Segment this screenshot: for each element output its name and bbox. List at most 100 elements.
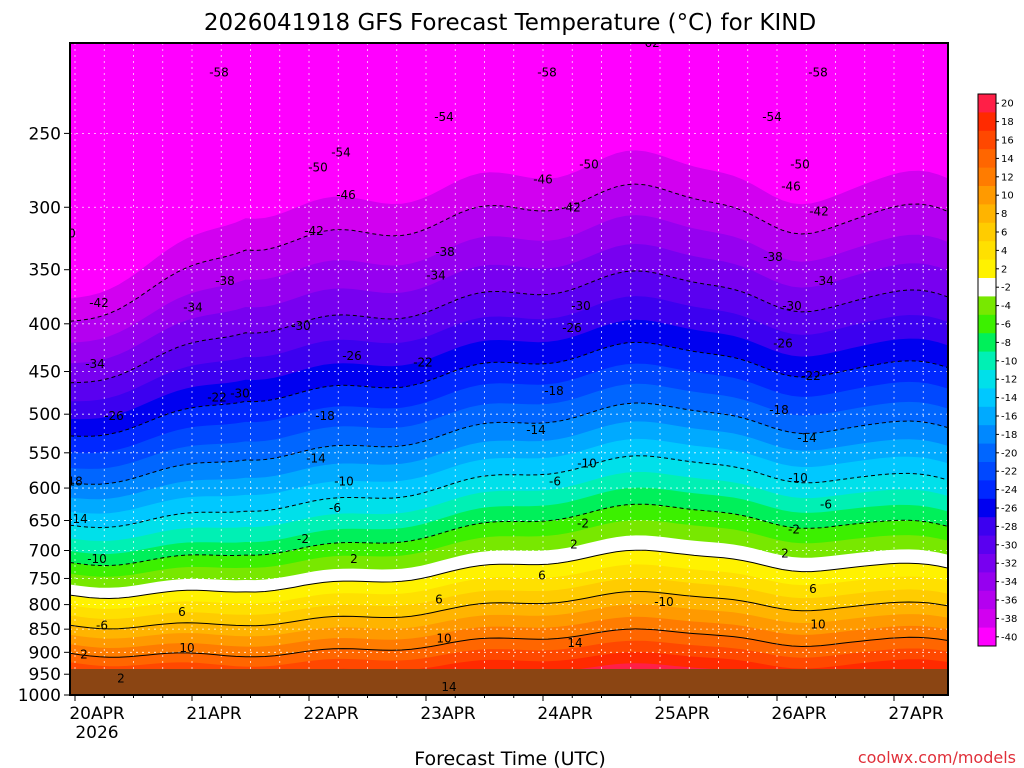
colorbar-swatch xyxy=(978,112,996,132)
contour-label: -6 xyxy=(96,618,108,632)
colorbar-label: -40 xyxy=(1001,632,1017,643)
colorbar-label: -2 xyxy=(1001,283,1011,294)
colorbar-label: -16 xyxy=(1001,412,1017,423)
colorbar-label: -34 xyxy=(1001,577,1017,588)
y-tick-label: 500 xyxy=(29,405,61,425)
colorbar-label: -10 xyxy=(1001,356,1017,367)
contour-line xyxy=(70,549,948,600)
y-tick-label: 450 xyxy=(29,363,61,383)
colorbar-label: -28 xyxy=(1001,522,1017,533)
colorbar-swatch xyxy=(978,425,996,445)
contour-label: -14 xyxy=(797,431,817,445)
y-tick-label: 850 xyxy=(29,620,61,640)
contour-label: 2 xyxy=(80,648,88,662)
contour-label: -18 xyxy=(544,384,564,398)
contour-label: -34 xyxy=(814,274,834,288)
x-tick-label: 27APR xyxy=(888,704,944,724)
colorbar-label: 14 xyxy=(1001,154,1014,165)
colorbar-swatch xyxy=(978,186,996,205)
contour-label: -18 xyxy=(63,474,83,488)
contour-label: -14 xyxy=(526,423,546,437)
contour-label: -10 xyxy=(87,552,107,566)
plot-frame xyxy=(69,42,949,696)
y-tick-label: 1000 xyxy=(18,686,61,706)
colorbar-swatch xyxy=(978,241,996,261)
colorbar-swatch xyxy=(978,535,996,555)
contour-label: 2 xyxy=(350,552,358,566)
colorbar-label: -18 xyxy=(1001,430,1017,441)
contour-label: -22 xyxy=(801,369,821,383)
contour-label: -54 xyxy=(331,145,351,159)
contour-line xyxy=(70,628,948,658)
colorbar-swatch xyxy=(978,572,996,592)
y-tick-label: 900 xyxy=(29,643,61,663)
colorbar-swatch xyxy=(978,130,996,150)
x-tick-label: 20APR xyxy=(69,704,125,724)
colorbar-swatch xyxy=(978,498,996,518)
colorbar-swatch xyxy=(978,94,996,113)
contour-label: -50 xyxy=(308,161,328,175)
contour-label: -10 xyxy=(654,595,674,609)
contour-label: -6 xyxy=(820,498,832,512)
colorbar-label: -20 xyxy=(1001,448,1017,459)
y-tick-label: 400 xyxy=(29,315,61,335)
contour-label: -26 xyxy=(342,349,362,363)
colorbar-swatch xyxy=(978,406,996,426)
colorbar-swatch xyxy=(978,204,996,224)
colorbar-label: -6 xyxy=(1001,320,1011,331)
contour-label: -10 xyxy=(577,457,597,471)
temperature-bands xyxy=(70,113,948,695)
contour-label: -6 xyxy=(329,501,341,515)
y-tick-label: 800 xyxy=(29,596,61,616)
colorbar-swatch xyxy=(978,443,996,463)
colorbar-label: 10 xyxy=(1001,191,1014,202)
contour-label: 10 xyxy=(810,617,825,631)
colorbar-label: -36 xyxy=(1001,596,1017,607)
colorbar-swatch xyxy=(978,167,996,187)
colorbar-frame xyxy=(977,93,997,647)
contour-label: -38 xyxy=(763,250,783,264)
contour-labels: -62-58 -58 -58-54 -54-54-50 -50 -50-46-46-46-… xyxy=(56,36,834,694)
contour-label: 10 xyxy=(436,632,451,646)
contour-label: -6 xyxy=(549,474,561,488)
contour-label: -26 xyxy=(104,409,124,423)
contour-label: 2 xyxy=(570,538,578,552)
contour-line xyxy=(70,341,948,437)
chart-title: 2026041918 GFS Forecast Temperature (°C)… xyxy=(204,10,816,36)
colorbar-swatch xyxy=(978,259,996,279)
x-tick-label: 22APR xyxy=(303,704,359,724)
contour-label: -2 xyxy=(577,517,589,531)
colorbar-label: -12 xyxy=(1001,375,1017,386)
contour-label: -46 xyxy=(781,179,801,193)
contour-label: -62 xyxy=(640,36,660,50)
colorbar-swatch xyxy=(978,554,996,573)
colorbar-swatch xyxy=(978,314,996,334)
colorbar-label: 6 xyxy=(1001,228,1007,239)
contour-label: -34 xyxy=(85,357,105,371)
contour-label: -14 xyxy=(68,512,88,526)
colorbar-swatch xyxy=(978,370,996,389)
contour-label: -18 xyxy=(769,403,789,417)
colorbar-swatch xyxy=(978,333,996,353)
contour-label: -22 xyxy=(207,391,227,405)
x-tick-label: 26APR xyxy=(771,704,827,724)
contour-label: -50 xyxy=(56,226,76,240)
contour-label: -2 xyxy=(788,523,800,537)
colorbar-swatch xyxy=(978,627,996,647)
contour-label: -30 xyxy=(230,386,250,400)
colorbar-label: -22 xyxy=(1001,467,1017,478)
contour-line xyxy=(70,590,948,630)
colorbar-label: -26 xyxy=(1001,504,1017,515)
contour-label: -26 xyxy=(773,337,793,351)
contour-label: -10 xyxy=(334,474,354,488)
colorbar-swatch xyxy=(978,278,996,297)
colorbar-swatch xyxy=(978,388,996,408)
colorbar-label: -38 xyxy=(1001,614,1017,625)
colorbar-label: 4 xyxy=(1001,246,1007,257)
contour-label: -46 xyxy=(336,188,356,202)
colorbar-label: -32 xyxy=(1001,559,1017,570)
y-tick-label: 750 xyxy=(29,569,61,589)
colorbar-swatch xyxy=(978,351,996,371)
colorbar-swatch xyxy=(978,480,996,500)
y-tick-label: 350 xyxy=(29,261,61,281)
